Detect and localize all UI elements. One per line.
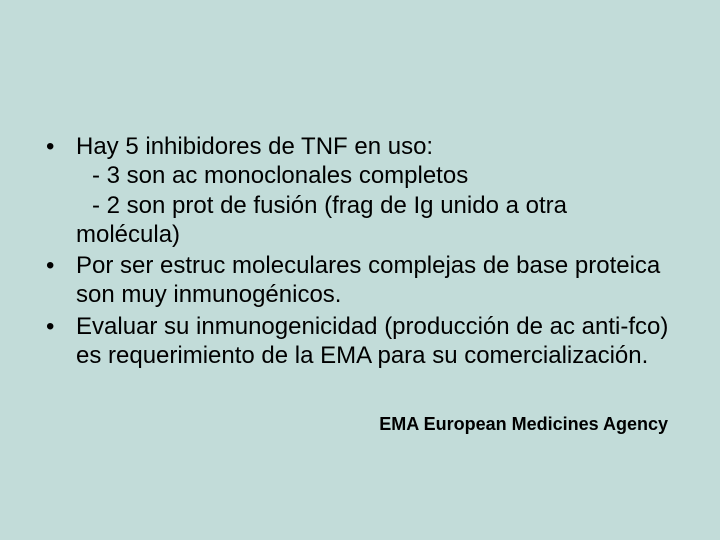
bullet-list: Hay 5 inhibidores de TNF en uso: - 3 son… xyxy=(38,132,680,370)
bullet-1-sub-2: - 2 son prot de fusión (frag de Ig unido… xyxy=(76,191,680,220)
slide-content: Hay 5 inhibidores de TNF en uso: - 3 son… xyxy=(38,132,680,372)
bullet-text-3: Evaluar su inmunogenicidad (producción d… xyxy=(76,313,668,369)
bullet-1-sub-1: - 3 son ac monoclonales completos xyxy=(76,161,680,190)
bullet-item-3: Evaluar su inmunogenicidad (producción d… xyxy=(38,312,680,371)
bullet-1-sub-wrap: molécula) xyxy=(76,220,680,249)
bullet-item-1: Hay 5 inhibidores de TNF en uso: - 3 son… xyxy=(38,132,680,249)
bullet-item-2: Por ser estruc moleculares complejas de … xyxy=(38,251,680,310)
bullet-text-1: Hay 5 inhibidores de TNF en uso: xyxy=(76,133,433,160)
footer-note: EMA European Medicines Agency xyxy=(379,414,668,435)
bullet-text-2: Por ser estruc moleculares complejas de … xyxy=(76,252,660,308)
